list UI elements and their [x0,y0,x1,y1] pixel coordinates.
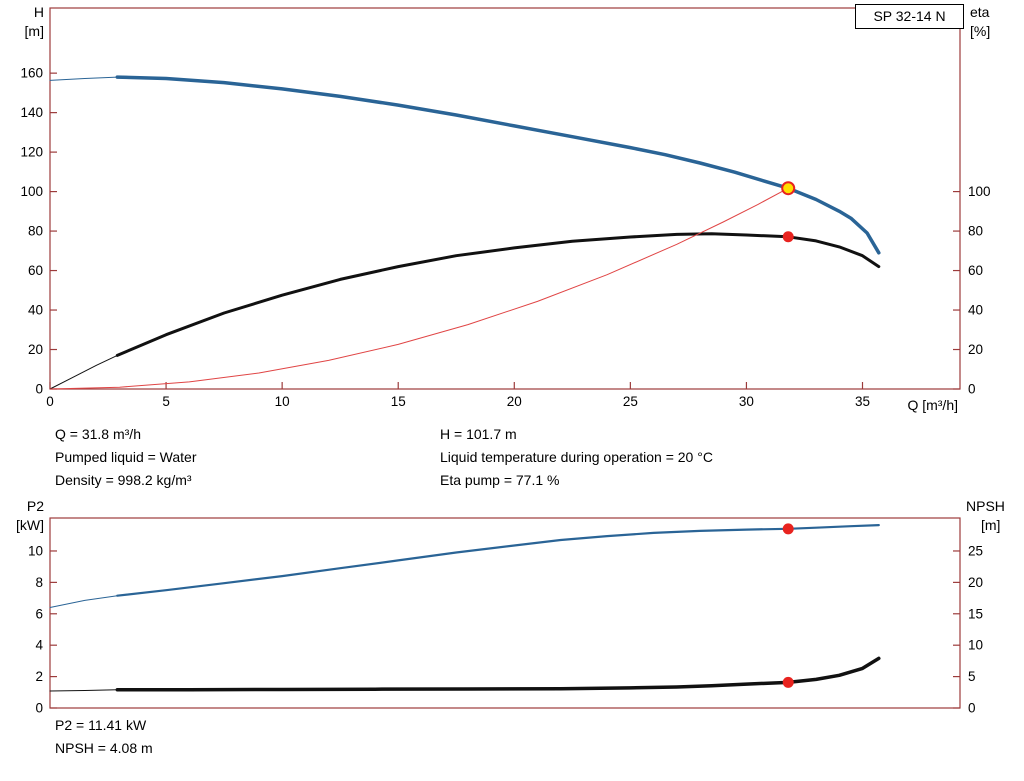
duty-point-eta[interactable] [782,231,794,243]
right-tick-label: 20 [968,342,983,357]
left-tick-label: 80 [28,224,43,239]
npsh-curve-lead [49,689,118,692]
info-line-p2: P2 = 11.41 kW [55,717,147,733]
info-line-flow: Q = 31.8 m³/h [55,426,141,442]
right-tick-label: 100 [968,184,991,199]
operating-data-block-right: H = 101.7 m Liquid temperature during op… [440,423,713,492]
left-tick-label: 20 [28,342,43,357]
x-tick-label: 35 [855,394,870,409]
power-axis-unit: [kW] [16,517,44,533]
operating-data-block-bottom: P2 = 11.41 kW NPSH = 4.08 m [55,714,153,760]
npsh-axis-label: NPSH [m] [966,497,1005,535]
info-line-liquid: Pumped liquid = Water [55,449,197,465]
npsh-curve [115,656,881,692]
x-tick-label: 10 [275,394,290,409]
head-axis-label: H [m] [0,3,44,41]
eta-axis-unit: [%] [970,23,991,39]
right-tick-label: 15 [968,606,983,621]
left-tick-label: 60 [28,263,43,278]
chart-frame [49,7,961,390]
power-axis-symbol: P2 [26,498,44,514]
left-tick-label: 0 [35,701,43,716]
info-line-density: Density = 998.2 kg/m³ [55,472,192,488]
right-tick-label: 0 [968,382,976,397]
left-tick-label: 140 [20,105,43,120]
operating-data-block-left: Q = 31.8 m³/h Pumped liquid = Water Dens… [55,423,197,492]
right-tick-label: 0 [968,701,976,716]
eta-axis-symbol: eta [970,4,990,20]
x-tick-label: 20 [507,394,522,409]
power-curve [116,523,880,597]
head-axis-unit: [m] [24,23,44,39]
pump-model-badge: SP 32-14 N [855,4,964,29]
info-line-head: H = 101.7 m [440,426,517,442]
left-tick-label: 160 [20,66,43,81]
left-tick-label: 2 [35,669,43,684]
left-tick-label: 6 [35,606,43,621]
right-tick-label: 5 [968,669,976,684]
left-tick-label: 10 [28,543,43,558]
duty-point-npsh[interactable] [782,676,794,688]
left-tick-label: 100 [20,184,43,199]
head-curve [115,75,881,255]
info-line-temperature: Liquid temperature during operation = 20… [440,449,713,465]
right-tick-label: 40 [968,303,983,318]
duty-point-p2[interactable] [782,523,794,535]
info-line-eta: Eta pump = 77.1 % [440,472,560,488]
power-axis-label: P2 [kW] [0,497,44,535]
right-tick-label: 20 [968,575,983,590]
x-tick-label: 0 [46,394,54,409]
x-tick-label: 15 [391,394,406,409]
chart-frame [49,517,961,709]
flow-axis-label: Q [m³/h] [907,397,958,413]
head-axis-symbol: H [33,4,44,20]
right-tick-label: 10 [968,638,983,653]
left-tick-label: 40 [28,303,43,318]
right-tick-label: 80 [968,224,983,239]
system-curve [49,187,789,390]
left-tick-label: 8 [35,575,43,590]
power-curve-lead [49,595,118,608]
duty-point-head[interactable] [781,181,796,196]
eta-axis-label: eta [%] [970,3,990,41]
efficiency-curve [115,232,881,357]
npsh-axis-unit: [m] [981,517,1001,533]
npsh-axis-symbol: NPSH [966,498,1005,514]
x-tick-label: 30 [739,394,754,409]
left-tick-label: 4 [35,638,43,653]
right-tick-label: 25 [968,543,983,558]
head-curve-lead [49,76,118,81]
efficiency-curve-lead [49,354,118,390]
x-tick-label: 25 [623,394,638,409]
right-tick-label: 60 [968,263,983,278]
left-tick-label: 120 [20,145,43,160]
x-tick-label: 5 [162,394,170,409]
info-line-npsh: NPSH = 4.08 m [55,740,153,756]
left-tick-label: 0 [35,382,43,397]
